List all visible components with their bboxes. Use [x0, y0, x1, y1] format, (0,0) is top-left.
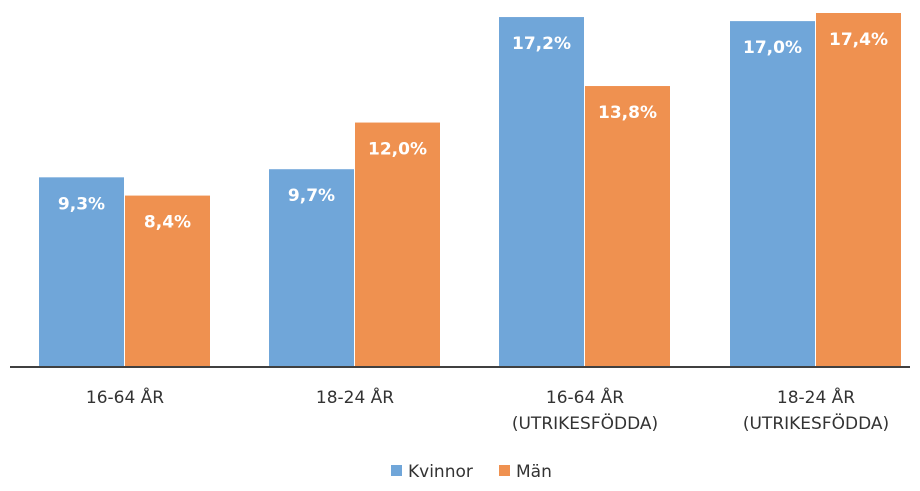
data-label: 17,2% — [512, 34, 571, 54]
category-label: (UTRIKESFÖDDA) — [512, 412, 658, 434]
data-label: 8,4% — [144, 213, 191, 233]
data-label: 9,3% — [58, 194, 105, 214]
data-label: 17,0% — [743, 38, 802, 58]
bar-kvinnor-1 — [39, 177, 124, 366]
category-label: (UTRIKESFÖDDA) — [743, 412, 889, 434]
bar-man-2 — [355, 122, 440, 366]
legend-swatch-man — [499, 465, 510, 476]
category-label: 18-24 ÅR — [316, 386, 394, 408]
bar-man-3 — [585, 86, 670, 366]
bars-group: 9,3% 8,4% 9,7% 12,0% 17,2% 13,8% 17,0% 17,4% — [39, 13, 901, 367]
data-label: 12,0% — [368, 140, 427, 160]
category-label: 16-64 ÅR — [86, 386, 164, 408]
data-label: 13,8% — [598, 103, 657, 123]
bar-kvinnor-2 — [269, 169, 354, 366]
data-label: 9,7% — [288, 186, 335, 206]
bar-kvinnor-4 — [730, 21, 815, 367]
legend-label-man: Män — [516, 462, 552, 482]
data-label: 17,4% — [829, 30, 888, 50]
category-label: 16-64 ÅR — [546, 386, 624, 408]
legend-swatch-kvinnor — [391, 465, 402, 476]
category-labels-group: 16-64 ÅR 18-24 ÅR 16-64 ÅR (UTRIKESFÖDDA) 18… — [86, 386, 889, 434]
legend-label-kvinnor: Kvinnor — [408, 462, 473, 482]
category-label: 18-24 ÅR — [777, 386, 855, 408]
bar-man-4 — [816, 13, 901, 366]
bar-kvinnor-3 — [499, 17, 584, 367]
bar-man-1 — [125, 195, 210, 366]
legend: Kvinnor Män — [391, 462, 552, 482]
